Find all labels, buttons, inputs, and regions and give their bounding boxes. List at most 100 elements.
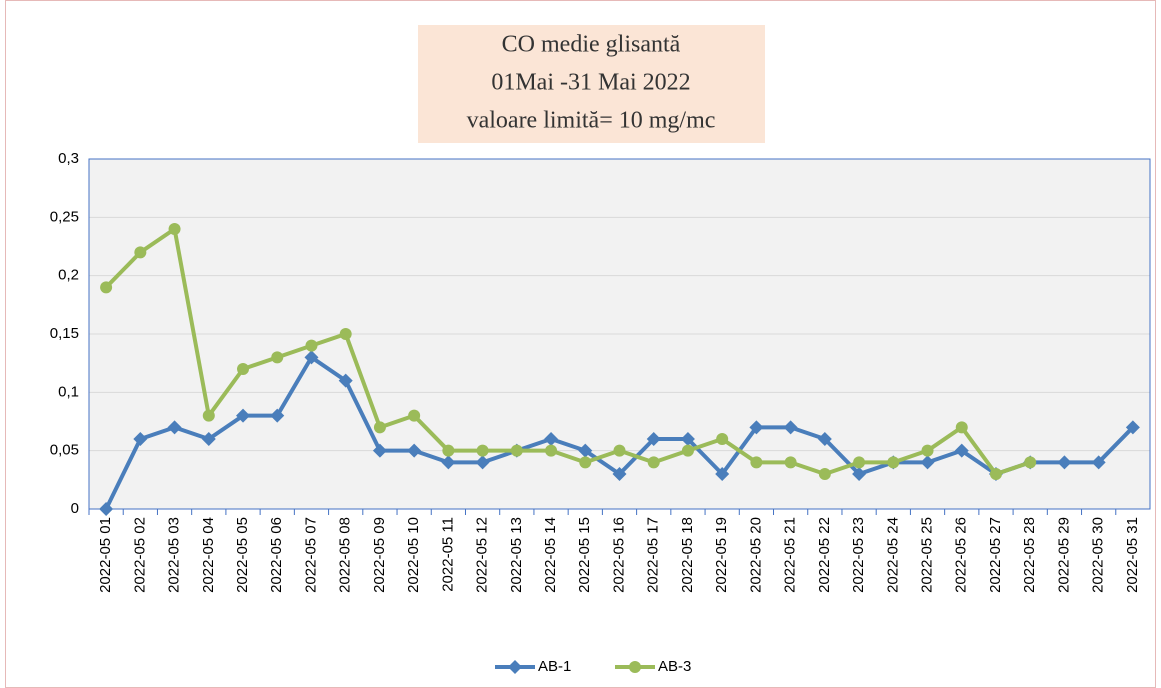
- chart-subtitle: 01Mai -31 Mai 2022: [491, 70, 690, 96]
- marker: [408, 409, 421, 422]
- marker: [817, 432, 832, 446]
- y-tick-label: 0,2: [58, 267, 79, 284]
- marker: [613, 444, 626, 457]
- marker: [887, 456, 900, 469]
- x-tick-label: 2022-05 14: [542, 517, 559, 593]
- title-box: [418, 25, 765, 143]
- x-tick-label: 2022-05 28: [1021, 517, 1038, 593]
- x-tick-label: 2022-05 02: [131, 517, 148, 593]
- x-tick-label: 2022-05 26: [953, 517, 970, 593]
- marker: [647, 456, 660, 469]
- chart-title: CO medie glisantă: [502, 32, 681, 58]
- marker: [1091, 455, 1106, 470]
- marker: [201, 432, 216, 446]
- x-tick-label: 2022-05 12: [474, 517, 491, 593]
- x-tick-label: 2022-05 27: [987, 517, 1004, 593]
- marker: [818, 468, 831, 480]
- x-tick-label: 2022-05 30: [1090, 517, 1107, 593]
- marker: [237, 363, 250, 375]
- y-tick-label: 0,15: [50, 325, 79, 342]
- marker: [510, 444, 523, 457]
- marker: [339, 328, 352, 340]
- legend-marker: [508, 660, 522, 674]
- x-tick-label: 2022-05 05: [234, 517, 251, 593]
- marker: [920, 455, 935, 470]
- x-tick-label: 2022-05 16: [610, 517, 627, 593]
- marker: [100, 281, 113, 294]
- x-tick-label: 2022-05 04: [200, 517, 217, 593]
- marker: [441, 455, 456, 470]
- x-tick-label: 2022-05 10: [405, 517, 422, 593]
- marker: [784, 456, 797, 469]
- x-tick-label: 2022-05 17: [645, 517, 662, 593]
- plot-border: [88, 158, 1151, 510]
- x-tick-label: 2022-05 25: [919, 517, 936, 593]
- x-tick-label: 2022-05 20: [747, 517, 764, 593]
- marker: [202, 409, 215, 422]
- y-tick-label: 0: [71, 500, 79, 517]
- x-tick-label: 2022-05 29: [1055, 517, 1072, 593]
- marker: [579, 456, 592, 469]
- marker: [612, 467, 627, 481]
- x-tick-label: 2022-05 15: [576, 517, 593, 593]
- x-tick-label: 2022-05 23: [850, 517, 867, 593]
- marker: [749, 420, 764, 435]
- x-tick-label: 2022-05 22: [816, 517, 833, 593]
- marker: [442, 444, 455, 457]
- chart-annotation: valoare limită= 10 mg/mc: [467, 108, 716, 134]
- x-tick-label: 2022-05 09: [371, 517, 388, 593]
- x-tick-label: 2022-05 31: [1124, 517, 1141, 593]
- marker: [578, 443, 593, 458]
- marker: [715, 467, 730, 481]
- x-tick-label: 2022-05 11: [439, 517, 456, 592]
- y-tick-label: 0,1: [58, 383, 79, 400]
- marker: [338, 373, 353, 388]
- marker: [783, 420, 798, 435]
- x-tick-label: 2022-05 18: [679, 517, 696, 593]
- legend-marker: [629, 661, 641, 673]
- marker: [989, 468, 1002, 480]
- marker: [133, 432, 148, 446]
- marker: [134, 246, 147, 259]
- marker: [167, 420, 182, 435]
- legend-label: AB-3: [658, 658, 691, 675]
- x-tick-label: 2022-05 07: [302, 517, 319, 593]
- marker: [271, 351, 284, 364]
- marker: [1057, 455, 1072, 470]
- x-tick-label: 2022-05 21: [782, 517, 799, 593]
- marker: [681, 444, 694, 457]
- marker: [544, 432, 559, 446]
- y-tick-label: 0,3: [58, 150, 79, 167]
- marker: [853, 456, 866, 469]
- marker: [1024, 456, 1037, 469]
- marker: [372, 443, 387, 458]
- marker: [545, 444, 558, 457]
- marker: [750, 456, 763, 469]
- series-line: [104, 227, 1031, 476]
- marker: [304, 350, 319, 365]
- x-tick-label: 2022-05 08: [337, 517, 354, 593]
- marker: [475, 455, 490, 470]
- marker: [955, 421, 968, 434]
- x-tick-label: 2022-05 13: [508, 517, 525, 593]
- x-tick-label: 2022-05 19: [713, 517, 730, 593]
- y-tick-label: 0,25: [50, 208, 79, 225]
- marker: [407, 443, 422, 458]
- x-tick-label: 2022-05 03: [166, 517, 183, 593]
- marker: [270, 408, 285, 423]
- marker: [1125, 420, 1140, 435]
- marker: [305, 339, 318, 352]
- marker: [921, 444, 934, 457]
- legend-label: AB-1: [538, 658, 571, 675]
- marker: [716, 433, 729, 445]
- x-tick-label: 2022-05 06: [268, 517, 285, 593]
- marker: [373, 421, 386, 434]
- x-tick-label: 2022-05 01: [97, 517, 114, 593]
- marker: [476, 444, 489, 457]
- x-tick-label: 2022-05 24: [884, 517, 901, 593]
- marker: [236, 408, 251, 423]
- marker: [168, 223, 181, 235]
- marker: [852, 467, 867, 481]
- marker: [954, 443, 969, 458]
